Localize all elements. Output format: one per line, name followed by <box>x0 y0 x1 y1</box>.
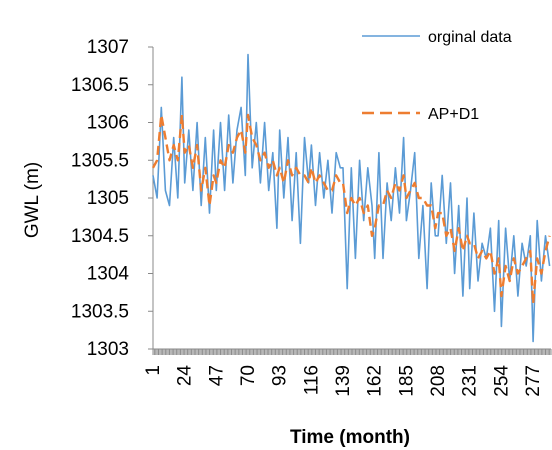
x-tick-label: 162 <box>365 365 386 397</box>
x-axis-title: Time (month) <box>290 427 410 448</box>
x-tick-label: 254 <box>491 365 512 397</box>
legend-label: orginal data <box>428 29 512 46</box>
x-tick-label: 185 <box>396 365 417 397</box>
x-tick-label: 116 <box>301 365 322 395</box>
legend: orginal data AP+D1 <box>362 29 512 123</box>
y-tick-label: 1304 <box>87 264 130 285</box>
y-tick-label: 1306.5 <box>71 75 129 96</box>
x-tick-label: 1 <box>143 365 164 376</box>
x-tick-label: 24 <box>175 365 196 387</box>
y-axis-title: GWL (m) <box>22 162 43 238</box>
y-tick-label: 1305 <box>87 188 129 209</box>
legend-label: AP+D1 <box>428 106 479 123</box>
y-tick-label: 1303.5 <box>71 301 129 322</box>
x-tick-label: 208 <box>428 365 449 397</box>
y-tick-label: 1307 <box>87 37 129 58</box>
y-axis: 1303 1303.5 1304 1304.5 1305 1305.5 1306 1306.5… <box>71 37 153 360</box>
x-axis: 1 24 47 70 93 116 139 162 185 208 231 254 277 <box>143 349 551 397</box>
x-tick-label: 70 <box>238 365 259 386</box>
x-tick-label: 93 <box>270 365 291 386</box>
y-tick-label: 1305.5 <box>71 150 129 171</box>
x-tick-label: 231 <box>460 365 481 397</box>
y-tick-label: 1306 <box>87 113 129 134</box>
plot-area <box>153 55 550 342</box>
x-tick-label: 139 <box>333 365 354 397</box>
x-tick-label: 277 <box>523 365 544 397</box>
x-tick-label: 47 <box>206 365 227 386</box>
y-tick-label: 1303 <box>87 339 129 360</box>
y-tick-label: 1304.5 <box>71 226 129 247</box>
